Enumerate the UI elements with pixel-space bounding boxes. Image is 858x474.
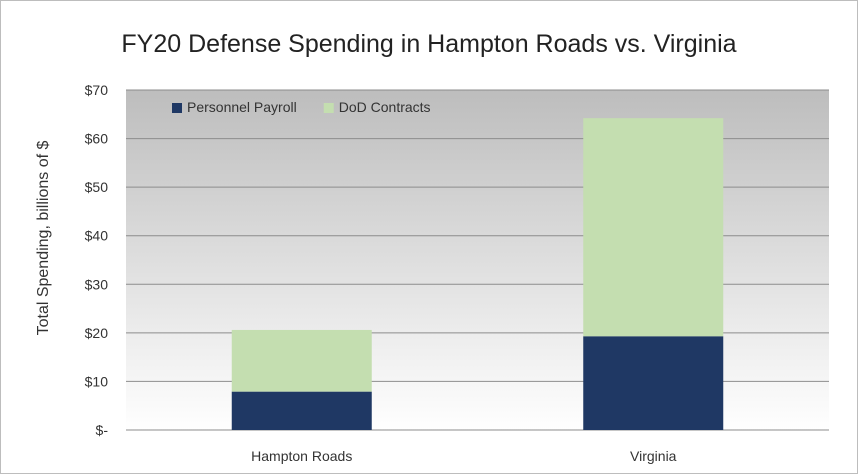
plot-area	[126, 90, 829, 430]
chart-title: FY20 Defense Spending in Hampton Roads v…	[121, 30, 737, 58]
x-tick-label: Virginia	[630, 448, 677, 464]
x-tick-label: Hampton Roads	[251, 448, 352, 464]
y-axis-ticks: $- $10 $20 $30 $40 $50 $60 $70	[85, 82, 109, 438]
y-tick-label: $-	[96, 422, 109, 438]
y-tick-label: $70	[85, 82, 109, 98]
legend-swatch	[323, 103, 334, 113]
y-tick-label: $60	[85, 131, 109, 147]
legend-label: Personnel Payroll	[187, 99, 297, 115]
legend: Personnel Payroll DoD Contracts	[172, 99, 431, 115]
x-axis-ticks: Hampton Roads Virginia	[251, 448, 677, 464]
y-tick-label: $20	[85, 325, 109, 341]
y-tick-label: $10	[85, 373, 109, 389]
bars	[231, 118, 724, 430]
y-tick-label: $50	[85, 179, 109, 195]
y-tick-label: $40	[85, 228, 109, 244]
bar-segment	[231, 329, 372, 392]
bar-segment	[583, 118, 724, 337]
bar-segment	[583, 336, 724, 430]
bar-segment	[231, 391, 372, 430]
legend-label: DoD Contracts	[339, 99, 431, 115]
y-tick-label: $30	[85, 276, 109, 292]
legend-swatch	[172, 103, 182, 113]
